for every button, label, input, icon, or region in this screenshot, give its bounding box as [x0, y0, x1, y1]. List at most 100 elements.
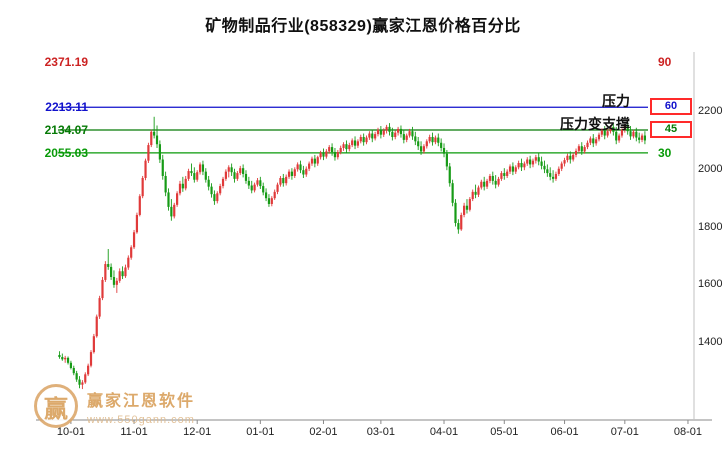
- candle-body: [92, 336, 95, 353]
- candle-body: [376, 129, 380, 135]
- candle-body: [371, 133, 374, 139]
- candle-body: [546, 169, 549, 174]
- candle-body: [635, 131, 638, 138]
- brand-url: www.550gann.com: [87, 413, 195, 426]
- candle-body: [485, 180, 489, 187]
- candle-body: [445, 153, 448, 167]
- watermark-text: 赢家江恩软件 www.550gann.com: [87, 387, 195, 426]
- candle-body: [221, 178, 225, 187]
- candle-body: [259, 180, 262, 187]
- candle-body: [606, 131, 609, 136]
- x-axis-label: 05-01: [490, 426, 519, 438]
- candle-body: [256, 180, 259, 185]
- candle-body: [609, 126, 612, 132]
- candle-body: [554, 173, 558, 179]
- candle-body: [603, 130, 606, 136]
- candle-body: [425, 141, 428, 147]
- candle-body: [348, 145, 351, 150]
- x-axis-label: 08-01: [673, 426, 703, 438]
- brand-logo-char: 赢: [44, 395, 68, 423]
- candle-body: [130, 247, 133, 258]
- candle-body: [463, 205, 466, 215]
- candle-body: [112, 277, 116, 285]
- candle-body: [465, 205, 469, 210]
- level-pct-box-45: 45: [650, 121, 692, 139]
- candle-body: [508, 166, 512, 172]
- candle-body: [597, 134, 601, 140]
- x-axis-label: 07-01: [610, 426, 639, 438]
- candle-body: [193, 173, 196, 180]
- candle-body: [138, 196, 141, 215]
- candle-body: [563, 160, 566, 164]
- candle-body: [391, 131, 394, 137]
- candle-body: [388, 126, 391, 132]
- candle-body: [227, 167, 230, 172]
- candle-body: [468, 199, 471, 210]
- candle-body: [474, 191, 477, 195]
- candle-body: [150, 131, 153, 146]
- candle-body: [196, 172, 199, 180]
- candle-body: [127, 257, 130, 268]
- candle-body: [153, 131, 156, 136]
- candle-body: [302, 170, 305, 175]
- candle-body: [396, 128, 400, 133]
- candle-body: [638, 137, 641, 140]
- candle-body: [483, 181, 486, 187]
- level-pct-box-60: 60: [650, 98, 692, 116]
- candle-body: [557, 168, 560, 174]
- candle-body: [491, 175, 494, 181]
- level-annotation-45: 压力变支撑: [560, 116, 630, 133]
- candle-body: [78, 379, 81, 385]
- candle-body: [204, 171, 207, 180]
- candle-body: [305, 168, 308, 175]
- candle-body: [595, 139, 598, 144]
- candle-body: [181, 183, 184, 189]
- level-price-label-60: 2213.11: [45, 100, 88, 115]
- candle-body: [155, 135, 159, 145]
- brand-logo-icon: 赢: [34, 384, 78, 428]
- level-price-label-30: 2055.03: [44, 145, 88, 160]
- y-axis-label: 1400: [698, 336, 723, 348]
- candle-body: [566, 155, 569, 161]
- candle-body: [198, 164, 202, 173]
- candle-body: [589, 138, 592, 143]
- candle-body: [219, 186, 222, 194]
- candle-body: [296, 164, 299, 170]
- candle-body: [529, 159, 532, 165]
- candle-body: [523, 163, 526, 168]
- candle-body: [87, 365, 90, 375]
- candle-body: [233, 172, 236, 179]
- candle-body: [124, 267, 127, 277]
- page-title: 矿物制品行业(858329)赢家江恩价格百分比: [205, 18, 521, 35]
- candle-body: [551, 176, 555, 179]
- candle-body: [144, 160, 147, 178]
- candle-body: [411, 131, 414, 137]
- candle-body: [517, 162, 520, 168]
- candle-body: [267, 198, 271, 204]
- candle-body: [109, 266, 113, 278]
- candle-body: [442, 147, 446, 154]
- candle-body: [560, 163, 563, 169]
- candle-body: [632, 131, 635, 137]
- y-axis-label: 2200: [698, 105, 723, 117]
- candle-body: [640, 135, 644, 140]
- candle-body: [583, 147, 586, 152]
- candle-body: [132, 232, 136, 248]
- y-axis-label: 2000: [698, 162, 723, 175]
- candle-body: [250, 185, 253, 191]
- candle-body: [58, 354, 61, 358]
- candle-body: [339, 147, 342, 153]
- candle-body: [273, 191, 276, 199]
- candle-body: [190, 171, 193, 174]
- candle-body: [101, 279, 104, 299]
- candle-body: [440, 142, 443, 148]
- candle-body: [279, 177, 282, 185]
- candle-body: [176, 193, 179, 205]
- candle-body: [84, 374, 87, 383]
- candle-body: [118, 271, 121, 281]
- candle-body: [330, 147, 334, 153]
- x-axis-label: 03-01: [366, 426, 395, 438]
- candle-body: [167, 192, 170, 207]
